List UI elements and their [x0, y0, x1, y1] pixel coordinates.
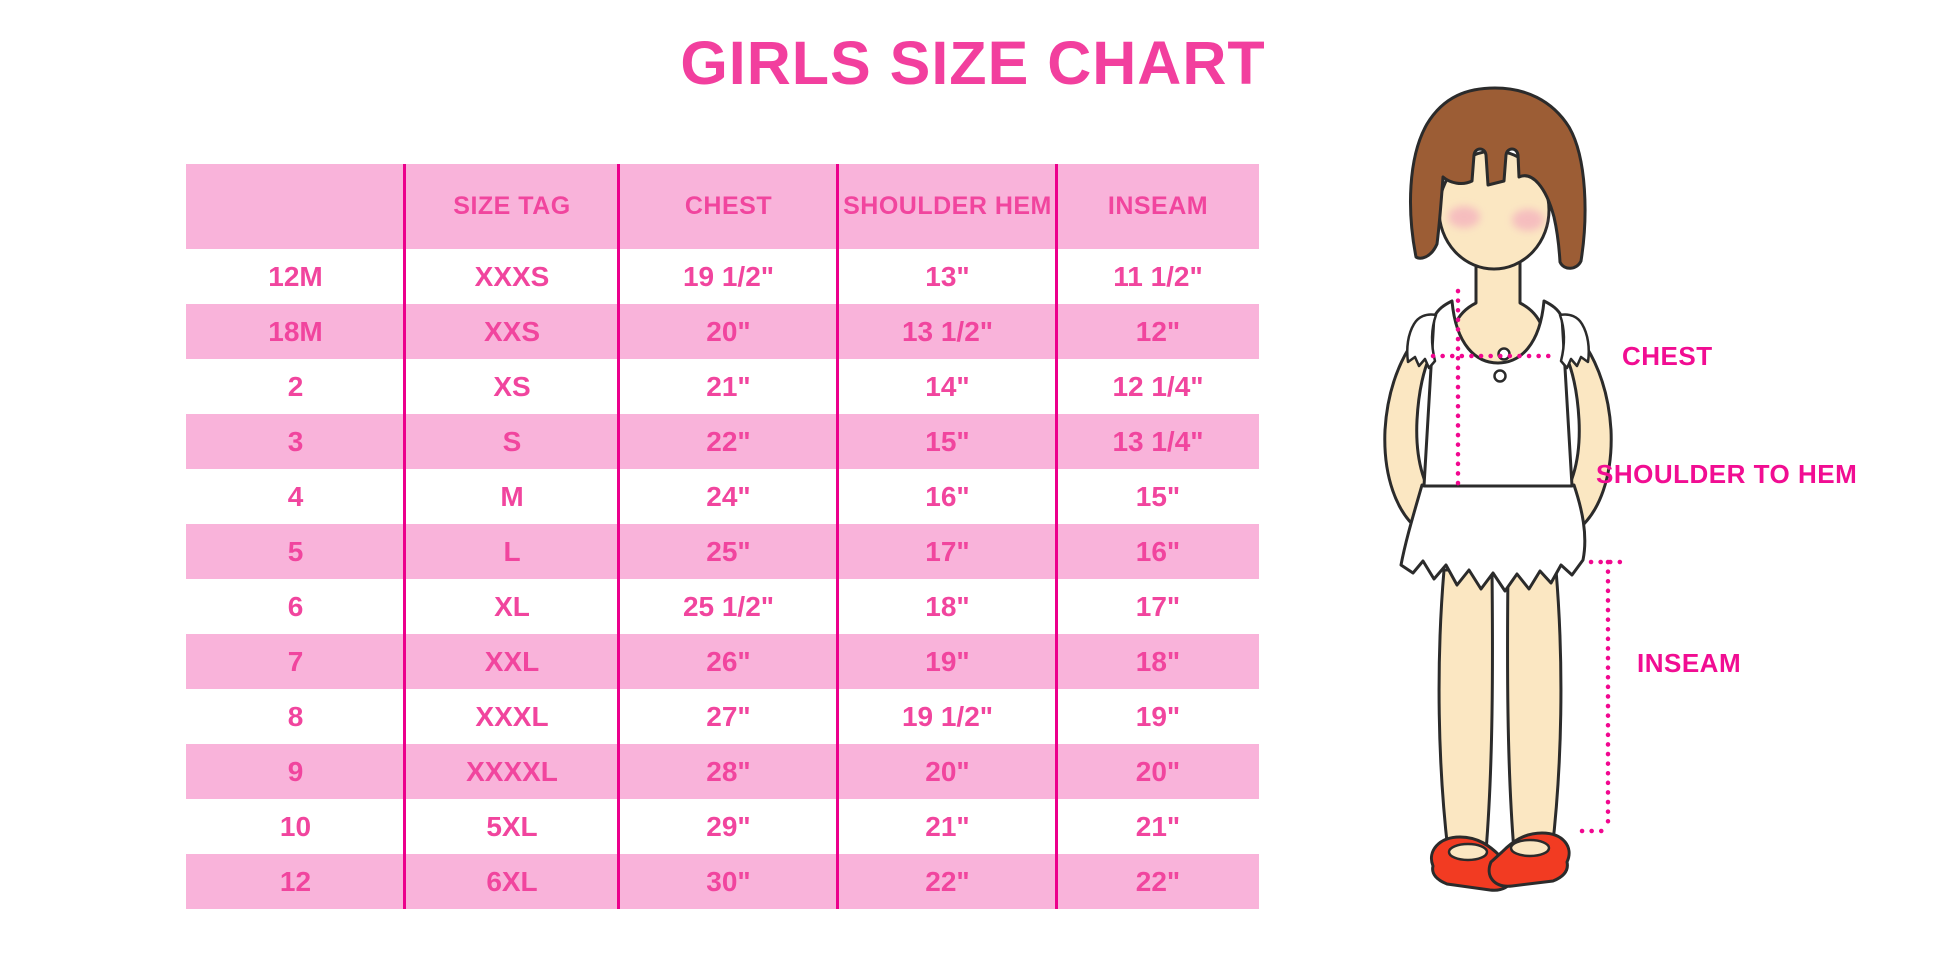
table-cell: 4	[287, 480, 304, 512]
table-cell: 12	[186, 854, 405, 909]
table-cell: 21"	[925, 810, 970, 842]
table-cell: 10	[279, 810, 312, 842]
table-cell: 21"	[706, 370, 751, 402]
table-cell: 6XL	[405, 854, 619, 909]
table-cell: 16"	[925, 480, 970, 512]
table-cell: 8	[287, 700, 304, 732]
table-cell: 24"	[706, 480, 751, 512]
table-cell: 20"	[838, 744, 1057, 799]
table-cell: XS	[493, 370, 531, 402]
figure-label-shoulder-to-hem: SHOULDER TO HEM	[1596, 459, 1858, 489]
table-cell: 19 1/2"	[901, 700, 994, 732]
right-frill	[1558, 313, 1590, 370]
table-cell: 6	[287, 590, 304, 622]
table-cell: 26"	[619, 634, 838, 689]
figure-label-inseam: INSEAM	[1637, 648, 1742, 678]
button-bottom	[1493, 369, 1507, 383]
table-cell: XXXL	[475, 700, 549, 732]
header-cell: SIZE TAG	[405, 164, 619, 249]
header-cell: CHEST	[619, 164, 838, 249]
table-cell: 21"	[1135, 810, 1181, 842]
table-cell: M	[500, 480, 524, 512]
column-separator-line	[1055, 164, 1058, 909]
bodice	[1422, 299, 1574, 488]
table-cell: 18"	[925, 590, 970, 622]
table-cell: 13 1/2"	[838, 304, 1057, 359]
table-cell: 22"	[1057, 854, 1259, 909]
table-cell: XL	[494, 590, 530, 622]
blush	[1448, 206, 1544, 231]
table-cell: 14"	[925, 370, 970, 402]
size-table: SIZE TAG CHEST SHOULDER HEM INSEAM 12M XXXS 19…	[186, 164, 1259, 909]
table-cell: XXS	[405, 304, 619, 359]
table-cell: 30"	[619, 854, 838, 909]
column-separator-line	[403, 164, 406, 909]
girl-illustration-svg	[1383, 86, 1623, 892]
table-cell: 13"	[925, 260, 970, 292]
figure-label-chest: CHEST	[1622, 341, 1713, 371]
table-cell: XXL	[405, 634, 619, 689]
table-cell: 5XL	[486, 810, 538, 842]
table-cell: 22"	[619, 414, 838, 469]
table-cell: 12 1/4"	[1112, 370, 1204, 402]
table-cell: 29"	[706, 810, 751, 842]
table-cell: 19 1/2"	[682, 260, 775, 292]
right-leg	[1506, 568, 1563, 853]
table-cell: 17"	[838, 524, 1057, 579]
right-foot-opening	[1509, 838, 1551, 858]
table-cell: 13 1/4"	[1057, 414, 1259, 469]
column-separator-line	[617, 164, 620, 909]
header-cell	[186, 164, 405, 249]
table-cell: 20"	[619, 304, 838, 359]
girl-illustration	[1330, 65, 1730, 965]
table-cell: 27"	[706, 700, 751, 732]
table-cell: 17"	[1135, 590, 1181, 622]
left-leg	[1437, 568, 1494, 853]
table-cell: 18"	[1057, 634, 1259, 689]
page-title: GIRLS SIZE CHART	[680, 29, 1266, 97]
table-cell: 15"	[838, 414, 1057, 469]
table-cell: 22"	[838, 854, 1057, 909]
table-cell: 12M	[268, 260, 323, 292]
table-cell: 2	[287, 370, 304, 402]
skirt	[1399, 483, 1587, 593]
table-cell: 19"	[838, 634, 1057, 689]
table-cell: XXXXL	[405, 744, 619, 799]
table-cell: 7	[186, 634, 405, 689]
table-cell: 20"	[1057, 744, 1259, 799]
left-frill	[1406, 313, 1438, 370]
table-cell: 15"	[1135, 480, 1181, 512]
header-cell: INSEAM	[1057, 164, 1259, 249]
table-cell: 19"	[1135, 700, 1181, 732]
table-cell: 18M	[186, 304, 405, 359]
table-cell: 28"	[619, 744, 838, 799]
table-cell: S	[405, 414, 619, 469]
header-cell: SHOULDER HEM	[838, 164, 1057, 249]
column-separator-line	[836, 164, 839, 909]
table-cell: 25 1/2"	[682, 590, 775, 622]
table-cell: 5	[186, 524, 405, 579]
left-foot-opening	[1447, 842, 1489, 862]
table-cell: 3	[186, 414, 405, 469]
hair	[1409, 86, 1587, 270]
table-cell: L	[405, 524, 619, 579]
table-cell: 9	[186, 744, 405, 799]
table-cell: 16"	[1057, 524, 1259, 579]
table-cell: 25"	[619, 524, 838, 579]
table-cell: XXXS	[474, 260, 550, 292]
table-cell: 12"	[1057, 304, 1259, 359]
table-cell: 11 1/2"	[1113, 260, 1203, 292]
